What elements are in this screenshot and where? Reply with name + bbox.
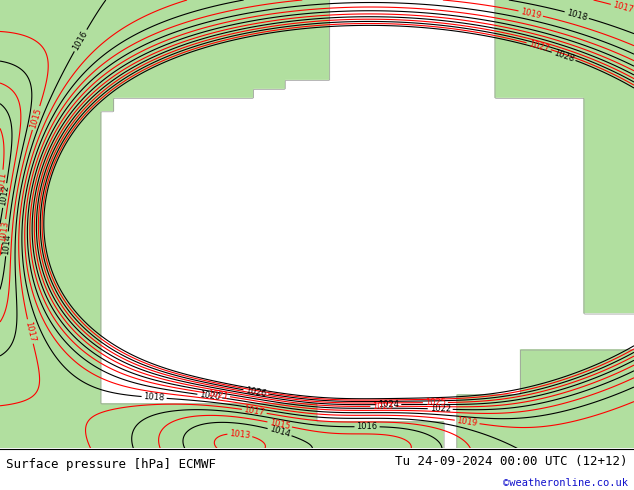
Text: 1016: 1016 xyxy=(356,422,378,431)
Text: 1018: 1018 xyxy=(566,8,588,22)
Text: 1015: 1015 xyxy=(268,418,291,431)
Text: 1017: 1017 xyxy=(611,0,634,15)
Text: 1028: 1028 xyxy=(552,49,575,64)
Text: 1013: 1013 xyxy=(229,429,251,440)
Text: 1019: 1019 xyxy=(519,7,542,20)
Text: 1019: 1019 xyxy=(456,416,478,428)
Text: Surface pressure [hPa] ECMWF: Surface pressure [hPa] ECMWF xyxy=(6,458,216,471)
Text: 1016: 1016 xyxy=(72,29,89,52)
Text: 1011: 1011 xyxy=(0,171,8,193)
Text: 1017: 1017 xyxy=(243,405,266,417)
Text: 1022: 1022 xyxy=(430,404,451,414)
Text: 1017: 1017 xyxy=(23,320,37,343)
Text: 1014: 1014 xyxy=(1,233,13,255)
Text: Tu 24-09-2024 00:00 UTC (12+12): Tu 24-09-2024 00:00 UTC (12+12) xyxy=(395,455,628,468)
Text: 1014: 1014 xyxy=(268,424,291,439)
Text: 1021: 1021 xyxy=(207,389,229,401)
Text: 1012: 1012 xyxy=(0,184,11,207)
Text: 1023: 1023 xyxy=(372,402,394,411)
Text: 1026: 1026 xyxy=(245,386,267,398)
Text: 1018: 1018 xyxy=(143,392,165,403)
Text: 1020: 1020 xyxy=(198,390,221,402)
Text: 1013: 1013 xyxy=(0,220,10,243)
Text: 1015: 1015 xyxy=(29,107,44,129)
Text: ©weatheronline.co.uk: ©weatheronline.co.uk xyxy=(503,477,628,488)
Text: 1027: 1027 xyxy=(527,39,550,53)
Text: 1024: 1024 xyxy=(378,400,399,409)
Text: 1025: 1025 xyxy=(425,398,446,407)
